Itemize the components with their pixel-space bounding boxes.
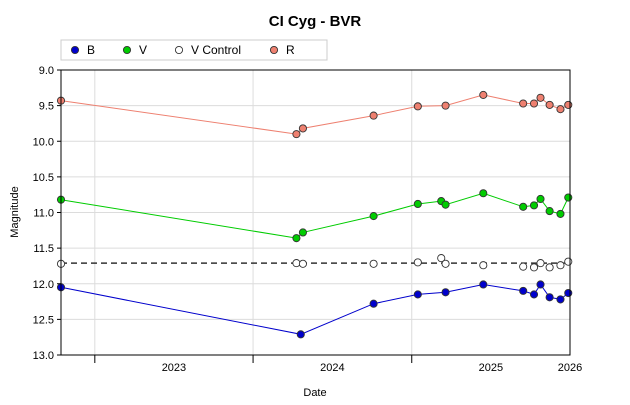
data-point: [556, 209, 565, 218]
y-axis: 9.0 9.5 10.0 10.5 11.0 11.5 12.0 12.5 13.0: [33, 65, 61, 362]
data-point: [413, 199, 422, 208]
y-tick-label: 11.0: [33, 208, 54, 220]
legend-label: B: [87, 43, 95, 57]
data-point: [545, 207, 554, 216]
data-point: [536, 93, 545, 102]
y-tick-label: 10.5: [33, 172, 54, 184]
data-point: [296, 330, 305, 339]
data-point: [479, 90, 488, 99]
y-tick-label: 12.0: [33, 279, 54, 291]
data-point: [529, 290, 539, 299]
legend-marker: [122, 45, 132, 55]
data-point: [564, 193, 573, 202]
legend-label: R: [286, 43, 295, 57]
x-tick-label: 2023: [162, 362, 186, 374]
data-point: [529, 263, 539, 272]
data-point: [441, 200, 450, 209]
y-tick-label: 9.0: [39, 65, 54, 77]
legend-marker: [70, 45, 80, 55]
data-point: [479, 261, 488, 270]
y-tick-label: 13.0: [33, 350, 54, 362]
data-point: [564, 288, 573, 298]
x-axis: 2023 2024 2025 2026: [94, 355, 582, 374]
data-point: [441, 259, 450, 268]
data-point: [369, 259, 378, 268]
y-tick-label: 10.0: [33, 136, 54, 148]
data-point: [413, 290, 422, 299]
data-point: [556, 261, 565, 270]
data-point: [519, 286, 528, 295]
legend-box: [60, 39, 328, 61]
data-point: [536, 280, 545, 289]
data-point: [564, 257, 573, 266]
data-point: [536, 259, 545, 268]
data-point: [369, 299, 378, 308]
y-tick-label: 12.5: [33, 314, 54, 326]
data-point: [479, 280, 488, 289]
data-point: [292, 234, 301, 243]
legend-marker: [269, 45, 279, 55]
data-point: [441, 288, 450, 297]
x-tick-label: 2025: [479, 362, 503, 374]
y-tick-label: 11.5: [33, 243, 54, 255]
series-points: [56, 90, 573, 339]
data-point: [479, 189, 488, 198]
x-tick-label: 2024: [320, 362, 344, 374]
y-tick-label: 9.5: [39, 101, 54, 113]
data-point: [545, 263, 554, 272]
data-point: [556, 295, 565, 304]
data-point: [369, 111, 378, 120]
chart-title: CI Cyg - BVR: [269, 13, 362, 30]
data-point: [413, 102, 422, 111]
data-point: [292, 130, 301, 139]
legend-marker: [174, 45, 184, 55]
legend-label: V Control: [191, 43, 241, 57]
data-point: [536, 194, 545, 204]
data-point: [298, 228, 307, 237]
data-point: [529, 201, 539, 210]
data-point: [519, 202, 528, 211]
data-point: [519, 262, 528, 271]
legend: B V V Control R: [60, 39, 328, 61]
data-point: [564, 100, 573, 109]
data-point: [529, 99, 539, 108]
x-axis-label: Date: [303, 387, 326, 399]
data-point: [437, 254, 446, 263]
data-point: [519, 99, 528, 108]
data-point: [556, 105, 565, 114]
legend-label: V: [139, 43, 147, 57]
data-point: [413, 258, 422, 267]
data-point: [298, 259, 307, 268]
data-point: [441, 101, 450, 110]
data-point: [545, 100, 554, 109]
data-point: [298, 124, 307, 133]
data-point: [369, 212, 378, 221]
data-point: [545, 293, 554, 302]
y-axis-label: Magnitude: [9, 186, 21, 237]
x-tick-label: 2026: [558, 362, 582, 374]
